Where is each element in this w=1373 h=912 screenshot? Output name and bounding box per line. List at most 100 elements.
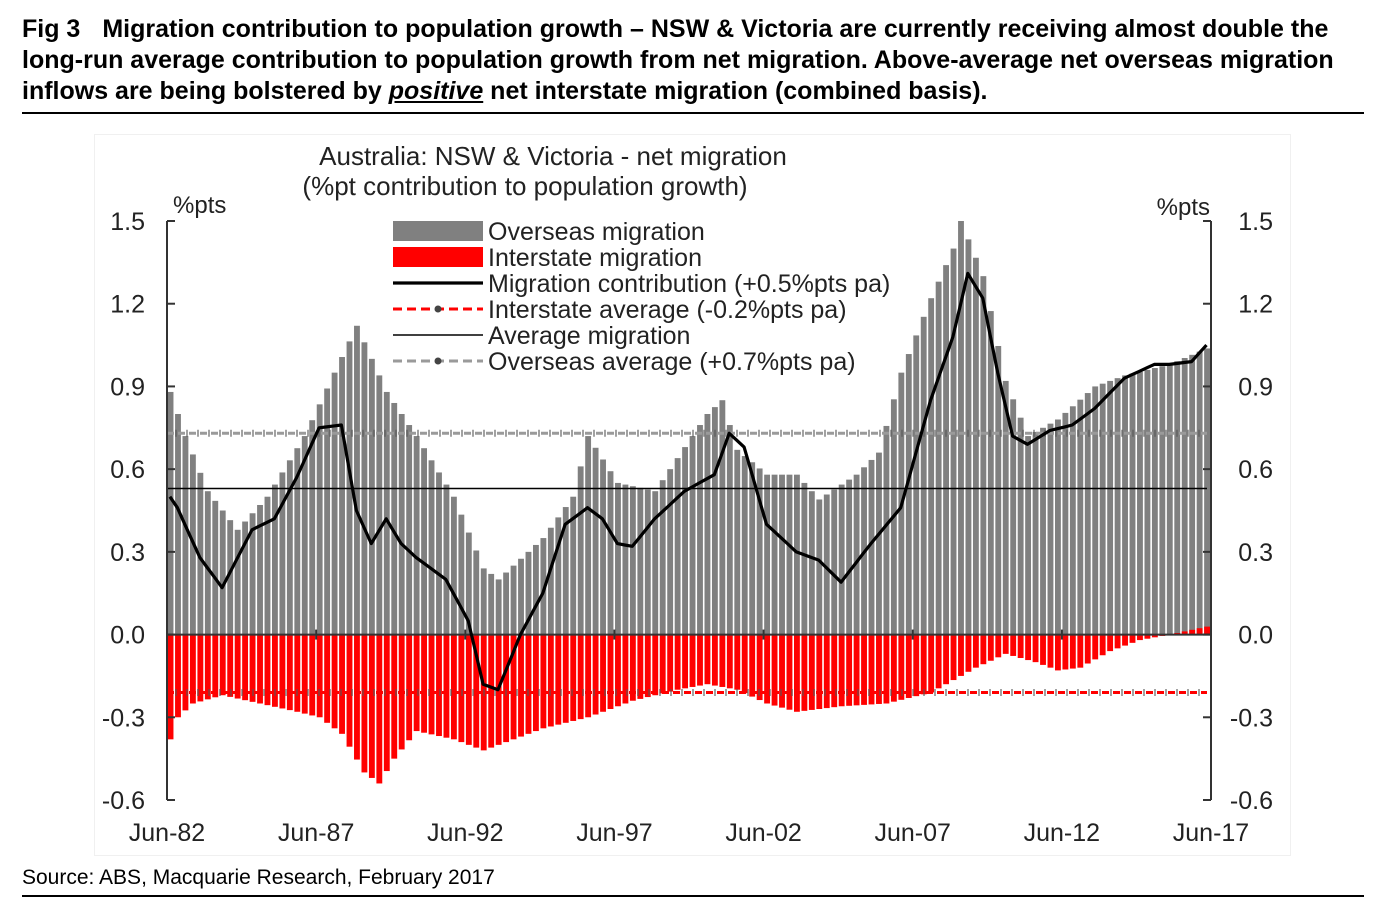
- interstate-bar: [383, 634, 390, 772]
- overseas-bar: [465, 532, 472, 635]
- y-axis-label-left: %pts: [173, 192, 226, 219]
- overseas-bar: [958, 221, 964, 635]
- chart-title: Australia: NSW & Victoria - net migratio…: [319, 141, 787, 171]
- overseas-bar: [286, 460, 293, 635]
- overseas-bar: [659, 480, 666, 635]
- overseas-bar: [1047, 423, 1054, 635]
- interstate-bar: [801, 634, 808, 711]
- overseas-bar: [212, 500, 219, 635]
- interstate-bar: [890, 634, 897, 702]
- legend-label-overseas: Overseas migration: [488, 218, 705, 246]
- legend-label-average: Average migration: [488, 322, 690, 350]
- interstate-bar: [1144, 634, 1151, 639]
- overseas-bar: [354, 325, 360, 635]
- migration-chart: Australia: NSW & Victoria - net migratio…: [102, 141, 1273, 847]
- title-divider: [22, 112, 1364, 114]
- overseas-bar: [1151, 368, 1158, 635]
- interstate-bar: [577, 634, 584, 720]
- interstate-bar: [1055, 634, 1061, 671]
- overseas-bar: [734, 449, 741, 635]
- interstate-bar: [786, 634, 793, 710]
- overseas-bar: [972, 257, 979, 635]
- overseas-bar: [324, 388, 331, 635]
- y-tick-label-left: 0.0: [110, 622, 145, 650]
- overseas-bar: [227, 520, 234, 635]
- y-tick-label-right: 0.3: [1238, 539, 1273, 567]
- interstate-bar: [987, 634, 994, 661]
- overseas-bar: [197, 472, 204, 635]
- interstate-bar: [301, 634, 308, 714]
- overseas-bar: [629, 486, 636, 635]
- overseas-bar: [600, 459, 606, 635]
- overseas-bar: [257, 504, 263, 635]
- legend-marker-interstate_avg: [434, 305, 442, 313]
- legend-label-overseas_avg: Overseas average (+0.7%pts pa): [488, 348, 856, 376]
- interstate-bar: [1025, 634, 1032, 661]
- interstate-bar: [547, 634, 554, 727]
- overseas-bar: [421, 448, 427, 635]
- interstate-bar: [756, 634, 763, 701]
- interstate-bar: [436, 634, 442, 737]
- overseas-bar: [219, 510, 226, 635]
- overseas-bar: [1062, 412, 1069, 635]
- overseas-bar: [756, 468, 763, 635]
- overseas-bar: [1010, 399, 1017, 635]
- interstate-bar: [920, 634, 927, 695]
- overseas-bar: [995, 345, 1002, 635]
- interstate-bar: [518, 634, 524, 737]
- overseas-bar: [428, 460, 435, 635]
- overseas-bar: [167, 391, 174, 635]
- interstate-bar: [503, 634, 510, 743]
- overseas-bar: [1159, 366, 1166, 635]
- overseas-bar: [719, 400, 726, 635]
- interstate-bar: [1122, 634, 1128, 646]
- interstate-bar: [1032, 634, 1039, 663]
- interstate-bar: [622, 634, 629, 704]
- interstate-bar: [1069, 634, 1076, 669]
- interstate-bar: [1092, 634, 1099, 660]
- overseas-bar: [555, 517, 562, 635]
- overseas-bar: [249, 513, 256, 635]
- overseas-bar: [674, 458, 681, 635]
- overseas-bar: [301, 436, 308, 635]
- interstate-bar: [562, 634, 569, 723]
- overseas-bar: [644, 489, 651, 635]
- interstate-bar: [443, 634, 450, 738]
- interstate-bar: [533, 634, 539, 732]
- overseas-bar: [1114, 378, 1121, 635]
- overseas-bar: [175, 414, 181, 635]
- overseas-bar: [533, 544, 539, 635]
- interstate-bars: [167, 626, 1210, 784]
- overseas-bar: [1069, 406, 1076, 635]
- overseas-bar: [697, 425, 703, 635]
- overseas-bar: [436, 472, 442, 635]
- overseas-bar: [607, 471, 614, 635]
- interstate-bar: [413, 634, 420, 732]
- interstate-bar: [428, 634, 435, 735]
- overseas-bar: [794, 474, 800, 635]
- interstate-bar: [764, 634, 771, 704]
- x-tick-label: Jun-92: [427, 819, 503, 847]
- interstate-bar: [697, 634, 703, 686]
- overseas-bar: [876, 452, 882, 635]
- overseas-bar: [920, 316, 927, 635]
- x-tick-label: Jun-97: [576, 819, 652, 847]
- overseas-bar: [913, 335, 920, 635]
- interstate-bar: [794, 634, 800, 712]
- interstate-bar: [652, 634, 659, 696]
- overseas-bar: [935, 281, 942, 635]
- interstate-bar: [935, 634, 942, 689]
- chart-subtitle: (%pt contribution to population growth): [302, 171, 747, 201]
- interstate-bar: [876, 634, 882, 704]
- interstate-bar: [958, 634, 964, 676]
- interstate-bar: [189, 634, 196, 704]
- interstate-bar: [376, 634, 383, 784]
- interstate-bar: [257, 634, 263, 704]
- overseas-bar: [450, 496, 457, 635]
- overseas-bar: [368, 358, 375, 635]
- overseas-bar: [1092, 386, 1099, 635]
- interstate-bar: [1107, 634, 1114, 652]
- overseas-bar: [1129, 373, 1136, 635]
- overseas-bar: [495, 579, 502, 635]
